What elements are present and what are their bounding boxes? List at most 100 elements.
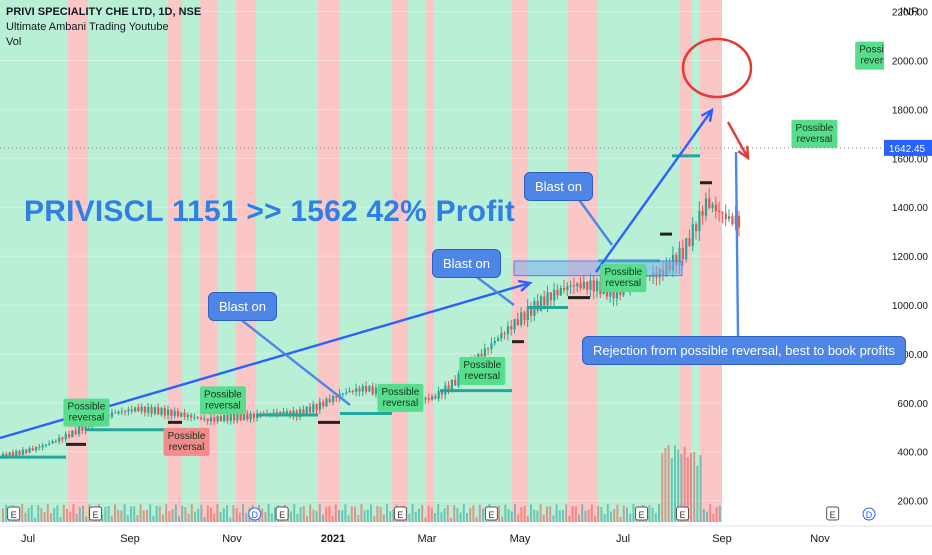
currency-label: INR [900,6,919,18]
svg-text:Possible: Possible [859,45,897,56]
volume-bar [581,504,584,522]
svg-text:Possible: Possible [68,402,106,413]
rejection-pointer [734,151,740,337]
candle-body [500,333,503,339]
candle-body [718,210,721,212]
dividend-marker-label: D [866,510,873,520]
volume-bar [610,511,612,522]
candle-body [688,238,691,246]
svg-text:Possible: Possible [168,431,206,442]
volume-bar [245,512,248,522]
blast-callout-3: Blast on [524,172,593,201]
candle-body [325,398,328,407]
volume-bar [338,510,340,522]
candle-body [711,204,714,209]
volume-bar [213,513,216,522]
volume-bar [427,505,430,522]
volume-bar [555,504,558,522]
volume-bar [325,506,328,522]
price-axis [884,0,932,550]
volume-bar [702,508,705,522]
candle-body [450,379,453,391]
candle-body [223,414,226,422]
svg-text:Possible: Possible [381,387,419,398]
volume-bar [27,508,30,522]
candle-body [299,409,302,417]
candle-body [520,312,523,325]
candle-body [427,397,430,400]
candle-body [374,387,378,395]
candle-body [84,422,87,431]
volume-bar [264,512,267,522]
candle-body [61,437,64,440]
earnings-marker-label: E [830,510,836,520]
svg-text:reversal: reversal [860,56,896,67]
candle-body [193,417,196,419]
candle-body [74,430,77,434]
volume-bar [558,510,561,522]
candle-body [493,341,496,344]
volume-bar [680,454,683,522]
volume-bar [389,511,392,522]
candle-body [424,397,427,400]
candle-body [348,390,351,393]
candle-body [252,413,255,419]
candle-body [219,416,222,422]
volume-bar [629,513,632,522]
volume-bar [446,505,449,522]
volume-bar [226,504,228,522]
candle-body [513,319,516,330]
volume-bar [72,504,75,522]
volume-bar [274,507,276,522]
volume-bar [530,504,532,522]
candle-body [434,396,437,399]
candle-body [186,414,189,417]
volume-bar [216,504,219,522]
volume-bar [616,504,619,522]
volume-bar [718,505,721,522]
volume-bar [357,514,360,522]
candle-body [21,449,24,455]
candle-body [68,434,71,438]
volume-bar [155,506,158,522]
candle-body [28,448,31,453]
svg-text:Possible: Possible [604,267,642,278]
candle-body [355,388,358,392]
volume-bar [562,510,564,522]
volume-bar [683,446,686,522]
volume-bar [322,514,324,522]
candle-body [563,287,566,291]
volume-bar [658,504,660,522]
candle-body [724,213,727,220]
candle-body [176,411,180,417]
candle-body [365,385,368,392]
volume-bar [50,513,52,522]
volume-bar [536,510,539,522]
y-tick-label: 800.00 [897,350,928,361]
volume-bar [290,511,292,522]
volume-bar [312,509,315,522]
earnings-marker-label: E [93,510,99,520]
profit-headline: PRIVISCL 1151 >> 1562 42% Profit [24,195,516,228]
volume-bar [587,509,590,522]
volume-bar [306,516,308,522]
candle-body [170,409,173,417]
candle-body [31,448,34,451]
svg-text:Possible: Possible [463,360,501,371]
volume-bar [350,506,353,522]
last-price-value: 1642.45 [889,144,926,155]
volume-bar [174,504,177,522]
candle-body [678,247,681,266]
candle-body [549,292,552,301]
volume-bar [434,513,436,522]
candle-body [315,404,318,410]
candle-body [54,441,57,443]
volume-bar [53,507,56,522]
volume-bar [456,508,459,522]
candle-body [305,406,308,415]
volume-bar [347,515,350,522]
